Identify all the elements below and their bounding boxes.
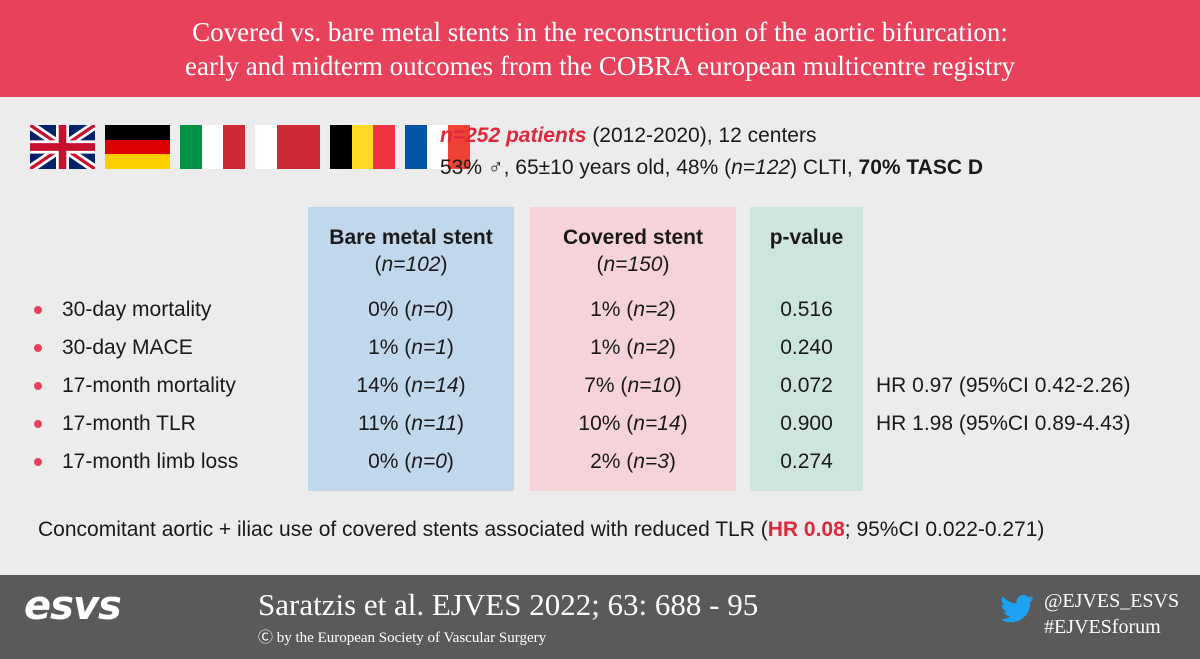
covered-value: 1% (n=2)	[590, 336, 676, 359]
outcome-label: 30-day mortality	[62, 298, 212, 321]
title-line-2: early and midterm outcomes from the COBR…	[184, 50, 1016, 81]
bullet-icon	[34, 420, 42, 428]
table-row: 30-day mortality 0% (n=0) 1% (n=2) 0.516	[0, 291, 1200, 329]
twitter-bird-icon[interactable]	[1000, 595, 1034, 623]
p-value-column	[750, 207, 863, 491]
covered-value: 7% (n=10)	[584, 374, 682, 397]
citation: Saratzis et al. EJVES 2022; 63: 688 - 95	[258, 587, 759, 622]
bare-metal-header: Bare metal stent (n=102)	[329, 226, 493, 276]
bullet-icon	[34, 382, 42, 390]
covered-stent-column	[530, 207, 736, 491]
p-value: 0.516	[780, 298, 833, 321]
social-handles: @EJVES_ESVS #EJVESforum	[1044, 588, 1179, 640]
covered-value: 10% (n=14)	[578, 412, 688, 435]
conclusion-hr: HR 0.08	[767, 518, 845, 541]
p-value: 0.072	[780, 374, 833, 397]
header-banner: Covered vs. bare metal stents in the rec…	[0, 0, 1200, 97]
p-value: 0.240	[780, 336, 833, 359]
country-flags	[30, 125, 470, 169]
cohort-summary: n=252 patients (2012-2020), 12 centers 5…	[440, 120, 983, 184]
bullet-icon	[34, 458, 42, 466]
covered-value: 1% (n=2)	[590, 298, 676, 321]
bare-metal-column	[308, 207, 514, 491]
esvs-logo: esvs	[24, 583, 122, 629]
bare-value: 11% (n=11)	[357, 412, 465, 435]
table-row: 30-day MACE 1% (n=1) 1% (n=2) 0.240	[0, 329, 1200, 367]
uk-flag	[30, 125, 95, 169]
covered-value: 2% (n=3)	[590, 450, 676, 473]
table-row: 17-month TLR 11% (n=11) 10% (n=14) 0.900…	[0, 405, 1200, 443]
p-value: 0.900	[780, 412, 833, 435]
summary-line-2: 53% ♂, 65±10 years old, 48% (n=122) CLTI…	[440, 156, 984, 179]
conclusion: Concomitant aortic + iliac use of covere…	[38, 518, 1045, 541]
outcome-label: 30-day MACE	[62, 336, 193, 359]
outcome-label: 17-month TLR	[62, 412, 196, 435]
footer: esvs Saratzis et al. EJVES 2022; 63: 688…	[0, 575, 1200, 659]
covered-stent-header: Covered stent (n=150)	[562, 226, 704, 276]
bare-value: 0% (n=0)	[368, 450, 454, 473]
bullet-icon	[34, 306, 42, 314]
outcome-label: 17-month mortality	[62, 374, 236, 397]
tasc-d: 70% TASC D	[858, 156, 984, 179]
twitter-handle[interactable]: @EJVES_ESVS	[1044, 590, 1180, 612]
bare-value: 1% (n=1)	[368, 336, 454, 359]
bare-value: 14% (n=14)	[356, 374, 466, 397]
summary-line-1: n=252 patients (2012-2020), 12 centers	[440, 124, 817, 147]
france-flag	[405, 125, 470, 169]
red-white-flag	[255, 125, 320, 169]
table-row: 17-month mortality 14% (n=14) 7% (n=10) …	[0, 367, 1200, 405]
bare-value: 0% (n=0)	[368, 298, 454, 321]
male-icon: ♂	[487, 156, 504, 179]
bullet-icon	[34, 344, 42, 352]
italy-flag	[180, 125, 245, 169]
p-value-header: p-value	[769, 226, 844, 249]
title-line-1: Covered vs. bare metal stents in the rec…	[192, 16, 1008, 47]
patients-count: n=252 patients	[440, 124, 587, 147]
copyright: Ⓒ by the European Society of Vascular Su…	[258, 630, 547, 646]
p-value: 0.274	[780, 450, 833, 473]
hazard-ratio: HR 1.98 (95%CI 0.89-4.43)	[876, 412, 1131, 435]
hashtag[interactable]: #EJVESforum	[1044, 616, 1161, 638]
belgium-flag	[330, 125, 395, 169]
table-row: 17-month limb loss 0% (n=0) 2% (n=3) 0.2…	[0, 443, 1200, 481]
outcome-label: 17-month limb loss	[62, 450, 239, 473]
hazard-ratio: HR 0.97 (95%CI 0.42-2.26)	[876, 374, 1131, 397]
germany-flag	[105, 125, 170, 169]
